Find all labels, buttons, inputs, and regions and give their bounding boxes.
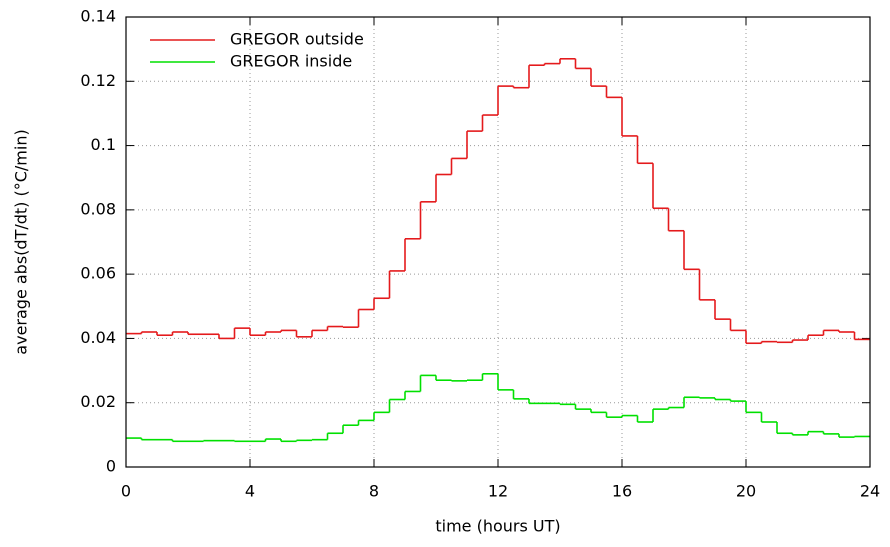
y-tick-label: 0.14 (80, 7, 116, 26)
y-tick-label: 0 (106, 457, 116, 476)
y-axis-label: average abs(dT/dt) (°C/min) (12, 129, 31, 354)
x-axis-label: time (hours UT) (435, 517, 560, 536)
x-tick-label: 12 (488, 482, 508, 501)
y-tick-label: 0.1 (91, 135, 116, 154)
y-tick-label: 0.06 (80, 264, 116, 283)
x-tick-label: 20 (736, 482, 756, 501)
x-tick-label: 0 (121, 482, 131, 501)
x-tick-label: 24 (860, 482, 880, 501)
legend-label: GREGOR outside (230, 30, 364, 49)
x-tick-label: 16 (612, 482, 632, 501)
y-tick-label: 0.02 (80, 392, 116, 411)
y-tick-label: 0.12 (80, 71, 116, 90)
legend-label: GREGOR inside (230, 52, 352, 71)
y-tick-label: 0.08 (80, 199, 116, 218)
x-tick-label: 4 (245, 482, 255, 501)
y-tick-label: 0.04 (80, 328, 116, 347)
x-tick-label: 8 (369, 482, 379, 501)
plot-frame (125, 16, 871, 468)
